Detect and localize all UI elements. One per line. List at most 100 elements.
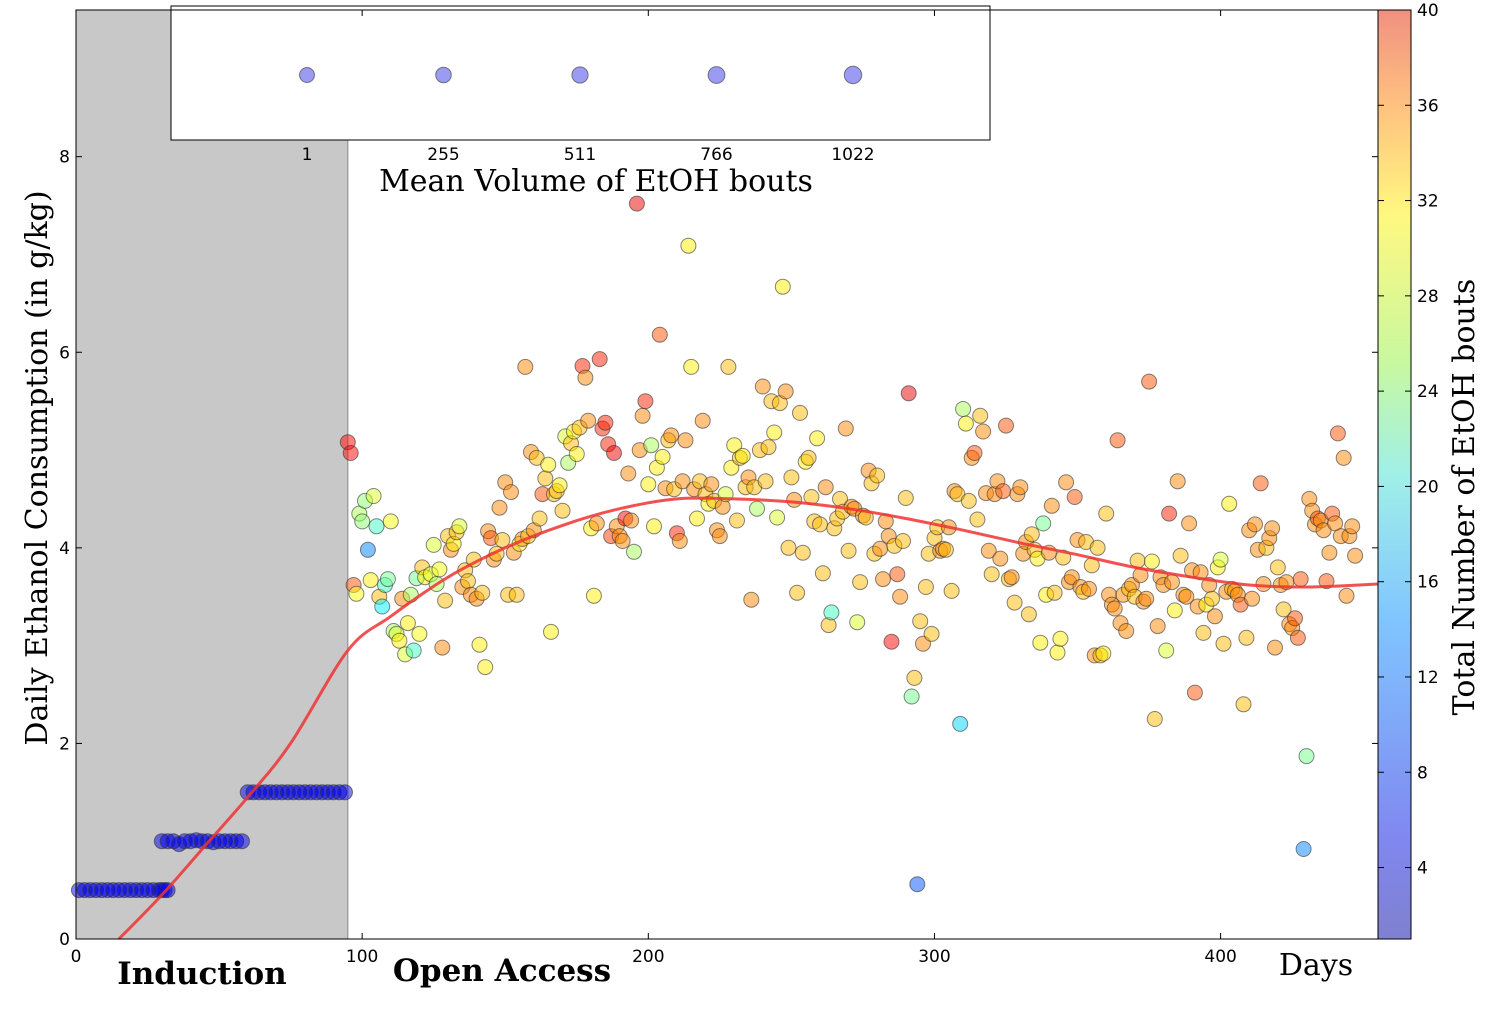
data-point	[983, 566, 1000, 583]
data-point	[1081, 580, 1097, 597]
data-point	[912, 613, 929, 630]
size-legend-dot	[571, 66, 589, 84]
data-point	[817, 479, 834, 496]
data-point	[580, 412, 597, 429]
data-point	[1141, 373, 1158, 390]
data-point	[365, 488, 382, 504]
data-point	[849, 614, 866, 631]
data-point	[1020, 606, 1037, 623]
data-point	[1066, 489, 1083, 505]
data-point	[503, 484, 519, 501]
data-point	[1166, 602, 1183, 619]
data-point	[975, 423, 992, 440]
data-point	[895, 533, 911, 549]
data-point	[1164, 574, 1180, 591]
data-point	[1143, 553, 1160, 570]
data-point	[614, 533, 631, 549]
data-point	[606, 445, 622, 461]
data-point	[789, 584, 806, 601]
data-point	[551, 477, 568, 494]
data-point	[623, 512, 640, 529]
data-point	[780, 539, 797, 556]
data-point	[640, 476, 657, 493]
data-point	[743, 591, 760, 608]
data-point	[1275, 601, 1292, 618]
data-point	[597, 414, 614, 431]
size-legend-label: 766	[700, 145, 732, 165]
data-point	[754, 378, 771, 395]
data-point	[852, 574, 869, 591]
data-point	[1292, 571, 1309, 588]
data-point	[1247, 516, 1263, 533]
data-point	[1289, 629, 1306, 646]
data-point	[1161, 505, 1178, 522]
colorbar-label: Total Number of EtOH bouts	[1447, 279, 1482, 716]
size-legend-dot	[843, 65, 863, 85]
data-point	[591, 351, 608, 368]
data-point	[359, 541, 376, 558]
data-point	[540, 456, 557, 473]
data-point	[1043, 497, 1060, 514]
data-point	[909, 876, 926, 893]
scatter-points	[70, 195, 1364, 899]
data-point	[892, 588, 909, 605]
data-point	[889, 566, 906, 583]
data-point	[646, 518, 662, 535]
data-point	[906, 669, 923, 686]
data-point	[1295, 841, 1312, 857]
data-point	[749, 500, 765, 517]
data-point	[1215, 635, 1232, 652]
data-point	[460, 573, 476, 590]
data-point	[952, 715, 969, 732]
x-tick-label: 400	[1204, 947, 1236, 967]
data-point	[875, 571, 891, 588]
data-point	[769, 509, 786, 526]
data-point	[382, 513, 399, 530]
data-point	[923, 625, 940, 642]
colorbar-ticks: 4 8 12 16 20 24 28 32 36 40	[1378, 1, 1439, 879]
data-point	[809, 430, 826, 447]
data-point	[943, 582, 960, 599]
data-point	[585, 587, 602, 604]
phase-label-induction: Induction	[117, 956, 286, 992]
data-point	[1186, 684, 1203, 701]
x-tick-label: 300	[918, 947, 950, 967]
data-point	[677, 432, 694, 449]
data-point	[1098, 505, 1115, 522]
data-point	[794, 544, 811, 561]
colorbar-tick-label: 8	[1417, 763, 1428, 783]
data-point	[1267, 639, 1283, 656]
data-point	[689, 510, 705, 527]
data-point	[628, 195, 645, 212]
data-point	[374, 598, 391, 615]
colorbar-tick-label: 40	[1417, 1, 1439, 21]
data-point	[937, 541, 954, 558]
data-point	[694, 412, 711, 429]
data-point	[1321, 544, 1338, 561]
x-tick-label: 200	[632, 947, 664, 967]
data-point	[471, 636, 488, 653]
data-point	[342, 445, 359, 461]
colorbar-tick-label: 16	[1417, 573, 1439, 593]
data-point	[1149, 618, 1166, 635]
size-legend-labels: 1 255 511 766 1022	[302, 145, 875, 165]
data-point	[1269, 559, 1286, 576]
data-point	[1049, 644, 1066, 661]
data-point	[966, 445, 983, 461]
data-point	[869, 467, 886, 484]
data-point	[872, 540, 889, 557]
data-point	[837, 420, 854, 437]
data-point	[671, 533, 688, 549]
data-point	[720, 358, 737, 375]
colorbar-tick-label: 28	[1417, 287, 1439, 307]
data-point	[903, 688, 920, 705]
data-point	[1221, 495, 1238, 512]
colorbar-tick-label: 36	[1417, 96, 1439, 116]
data-point	[1032, 634, 1049, 651]
data-point	[774, 278, 791, 295]
y-tick-label: 4	[59, 539, 70, 559]
data-point	[1052, 630, 1069, 647]
y-tick-label: 0	[59, 930, 70, 950]
data-point	[1095, 645, 1112, 662]
data-point	[643, 437, 660, 454]
